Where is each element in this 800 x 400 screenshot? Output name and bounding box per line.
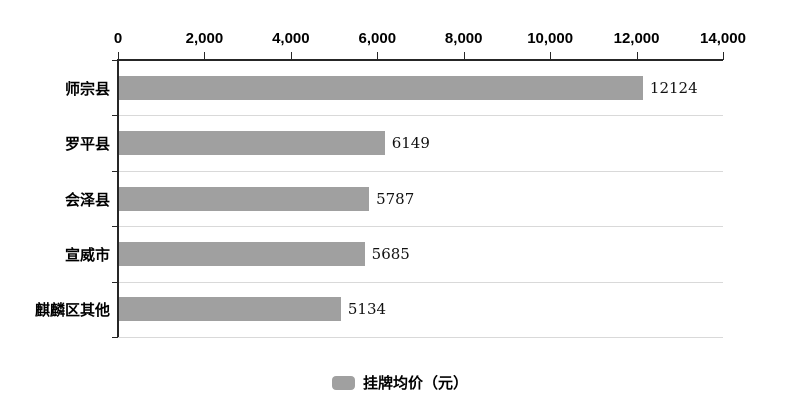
value-label: 5787: [376, 189, 415, 208]
x-tick-label: 6,000: [358, 30, 397, 47]
y-axis-tick: [112, 281, 118, 283]
gridline: [118, 281, 723, 283]
bar: [119, 75, 643, 100]
x-tick-label: 12,000: [613, 30, 660, 47]
legend-swatch-icon: [331, 375, 355, 390]
x-tick-label: 14,000: [700, 30, 746, 47]
gridline: [118, 226, 723, 228]
value-label: 5134: [347, 300, 387, 319]
category-label: 师宗县: [64, 80, 110, 98]
x-axis-tick: [290, 52, 292, 60]
y-axis-tick: [112, 170, 118, 172]
category-label: 罗平县: [64, 136, 110, 154]
x-tick-label: 10,000: [527, 30, 574, 47]
x-axis-line: [118, 59, 723, 61]
x-axis-tick: [377, 52, 379, 60]
value-label: 5685: [371, 244, 410, 263]
gridline: [118, 337, 723, 338]
y-axis-tick: [112, 115, 118, 117]
y-axis-line: [117, 59, 119, 337]
x-axis-tick: [550, 52, 552, 60]
x-tick-label: 2,000: [185, 30, 224, 47]
x-tick-label: 8,000: [444, 30, 483, 47]
x-axis-tick: [636, 52, 638, 60]
legend-label: 挂牌均价（元）: [362, 375, 468, 392]
category-label: 麒麟区其他: [34, 302, 110, 320]
value-label: 6149: [391, 134, 430, 153]
bar: [119, 297, 341, 322]
gridline: [118, 115, 723, 117]
x-tick-label: 4,000: [272, 30, 310, 47]
x-axis-tick: [723, 52, 724, 60]
x-axis-tick: [118, 52, 119, 60]
x-axis-tick: [204, 52, 206, 60]
legend: 挂牌均价（元）: [0, 372, 800, 393]
category-label: 宣威市: [64, 246, 110, 264]
bar: [119, 186, 370, 211]
y-axis-tick: [112, 226, 118, 228]
x-axis-tick: [463, 52, 465, 60]
gridline: [118, 170, 723, 172]
bar: [119, 241, 365, 266]
x-tick-label: 0: [113, 30, 123, 47]
y-axis-tick: [112, 60, 118, 61]
category-label: 会泽县: [64, 191, 110, 209]
value-label: 12124: [649, 78, 698, 97]
y-axis-tick: [112, 337, 118, 338]
bar: [119, 131, 385, 156]
